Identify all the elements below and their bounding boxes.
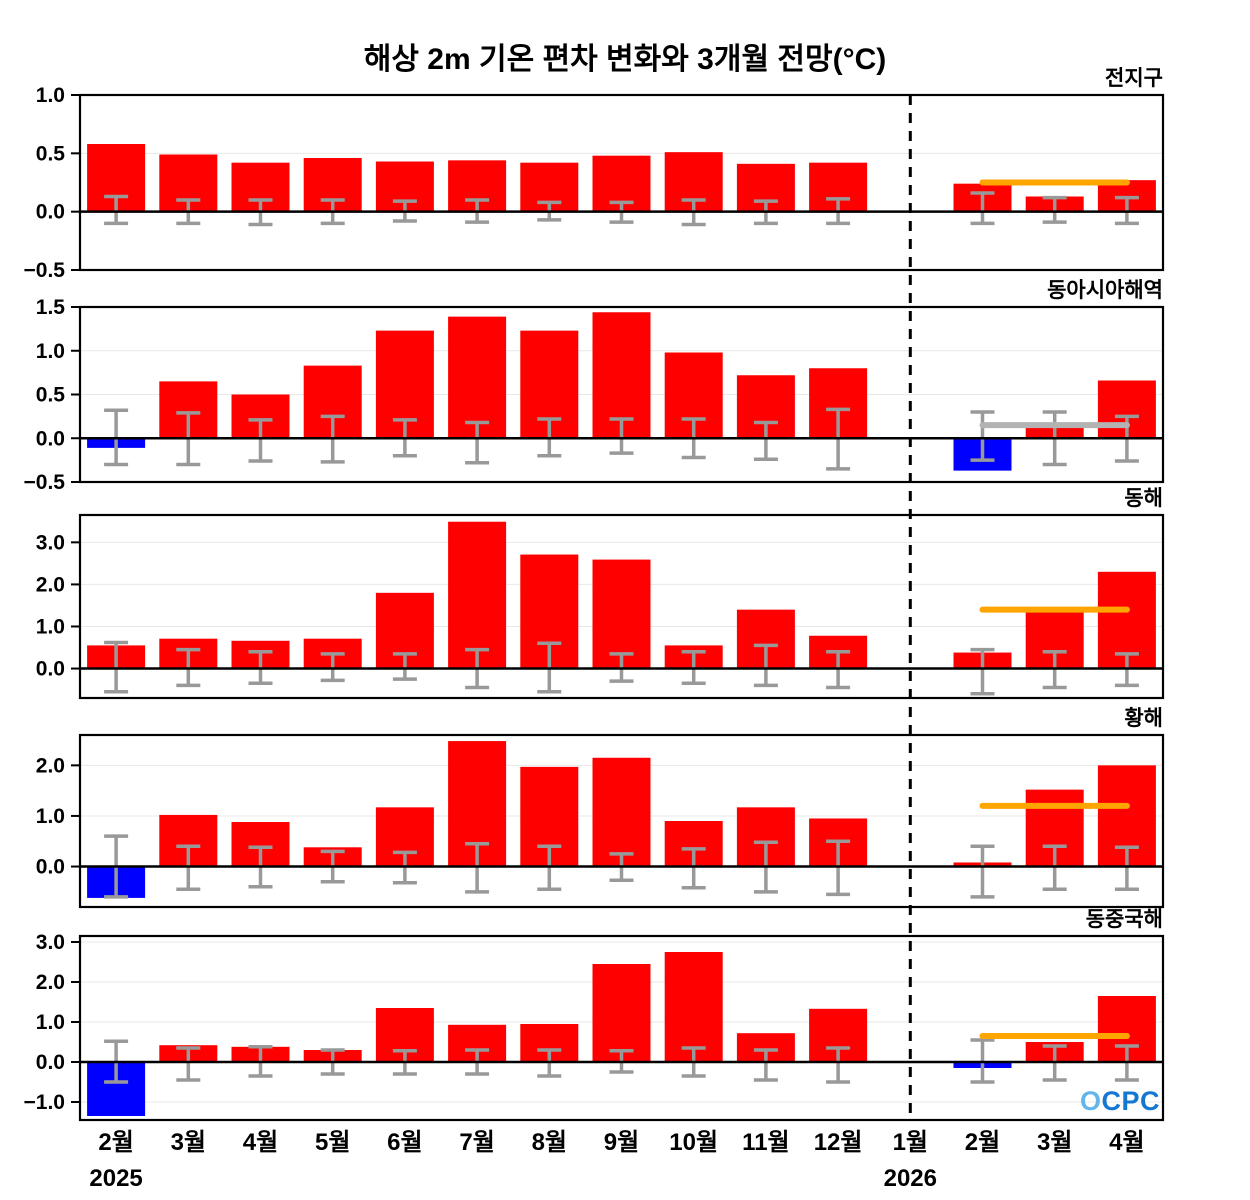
y-tick-label: 1.0 (36, 615, 65, 638)
y-tick-label: 0.0 (36, 427, 65, 450)
bar (448, 316, 507, 439)
x-label-month: 5월 (315, 1129, 350, 1156)
x-label-month: 3월 (171, 1129, 206, 1156)
bar (592, 964, 651, 1062)
panel-title-yellow-sea: 황해 (1124, 707, 1163, 730)
panel-title-global: 전지구 (1105, 67, 1163, 90)
x-label-month: 11월 (742, 1129, 789, 1156)
y-tick-label: 3.0 (36, 931, 65, 954)
x-label-year: 2026 (884, 1165, 937, 1192)
x-label-month: 6월 (387, 1129, 422, 1156)
bar (448, 521, 507, 669)
x-label-month: 9월 (604, 1129, 639, 1156)
x-label-month: 10월 (669, 1129, 718, 1156)
y-tick-label: −0.5 (24, 259, 66, 282)
chart-title: 해상 2m 기온 편차 변화와 3개월 전망(°C) (363, 43, 887, 76)
y-tick-label: 0.0 (36, 1051, 65, 1074)
y-tick-label: 1.0 (36, 340, 65, 363)
panel-frame (78, 93, 1165, 272)
x-label-month: 3월 (1037, 1129, 1072, 1156)
panel-0: −0.5 0.0 0.5 1.0 (24, 84, 1165, 282)
y-tick-label: −1.0 (24, 1091, 65, 1114)
y-tick-label: 0.0 (36, 658, 65, 681)
y-tick-label: 1.0 (36, 84, 65, 107)
ocpc-logo: OCPC (1080, 1086, 1160, 1117)
y-tick-label: 1.0 (36, 1011, 65, 1034)
ocpc-logo-o: O (1080, 1086, 1102, 1116)
y-tick-label: 3.0 (36, 531, 65, 554)
y-tick-label: 1.5 (36, 296, 66, 319)
y-tick-label: 2.0 (36, 971, 65, 994)
x-label-month: 2월 (98, 1129, 133, 1156)
bar (592, 559, 651, 669)
x-label-month: 7월 (459, 1129, 494, 1156)
x-label-month: 8월 (532, 1129, 567, 1156)
panel-frame (78, 513, 1165, 700)
bar (592, 757, 651, 867)
ocpc-logo-cpc: CPC (1101, 1086, 1161, 1116)
panel-title-east-sea: 동해 (1124, 487, 1163, 510)
panel-3: 0.0 1.0 2.0 (36, 733, 1165, 909)
x-label-month: 4월 (1109, 1129, 1144, 1156)
y-tick-label: 0.0 (36, 201, 65, 224)
y-tick-label: 2.0 (36, 754, 65, 777)
panel-title-east-asia-seas: 동아시아해역 (1047, 279, 1163, 302)
bar (664, 952, 723, 1062)
y-tick-label: 1.0 (36, 805, 65, 828)
y-tick-label: 2.0 (36, 573, 65, 596)
y-tick-label: 0.5 (36, 384, 66, 407)
y-tick-label: −0.5 (24, 471, 66, 494)
x-label-month: 12월 (814, 1129, 863, 1156)
panel-2: 0.0 1.0 2.0 3.0 (36, 513, 1165, 700)
x-label-month: 1월 (893, 1129, 928, 1156)
panel-title-east-china-sea: 동중국해 (1085, 908, 1163, 931)
x-label-month: 4월 (243, 1129, 278, 1156)
x-label-month: 2월 (965, 1129, 1000, 1156)
y-tick-label: 0.0 (36, 856, 65, 879)
x-label-year: 2025 (89, 1165, 142, 1192)
y-tick-label: 0.5 (36, 142, 66, 165)
panel-frame (78, 934, 1165, 1122)
panel-1: −0.5 0.0 0.5 1.0 1.5 (24, 296, 1165, 494)
panel-frame (78, 733, 1165, 909)
panel-4: −1.0 0.0 1.0 2.0 3.0 (24, 931, 1165, 1122)
